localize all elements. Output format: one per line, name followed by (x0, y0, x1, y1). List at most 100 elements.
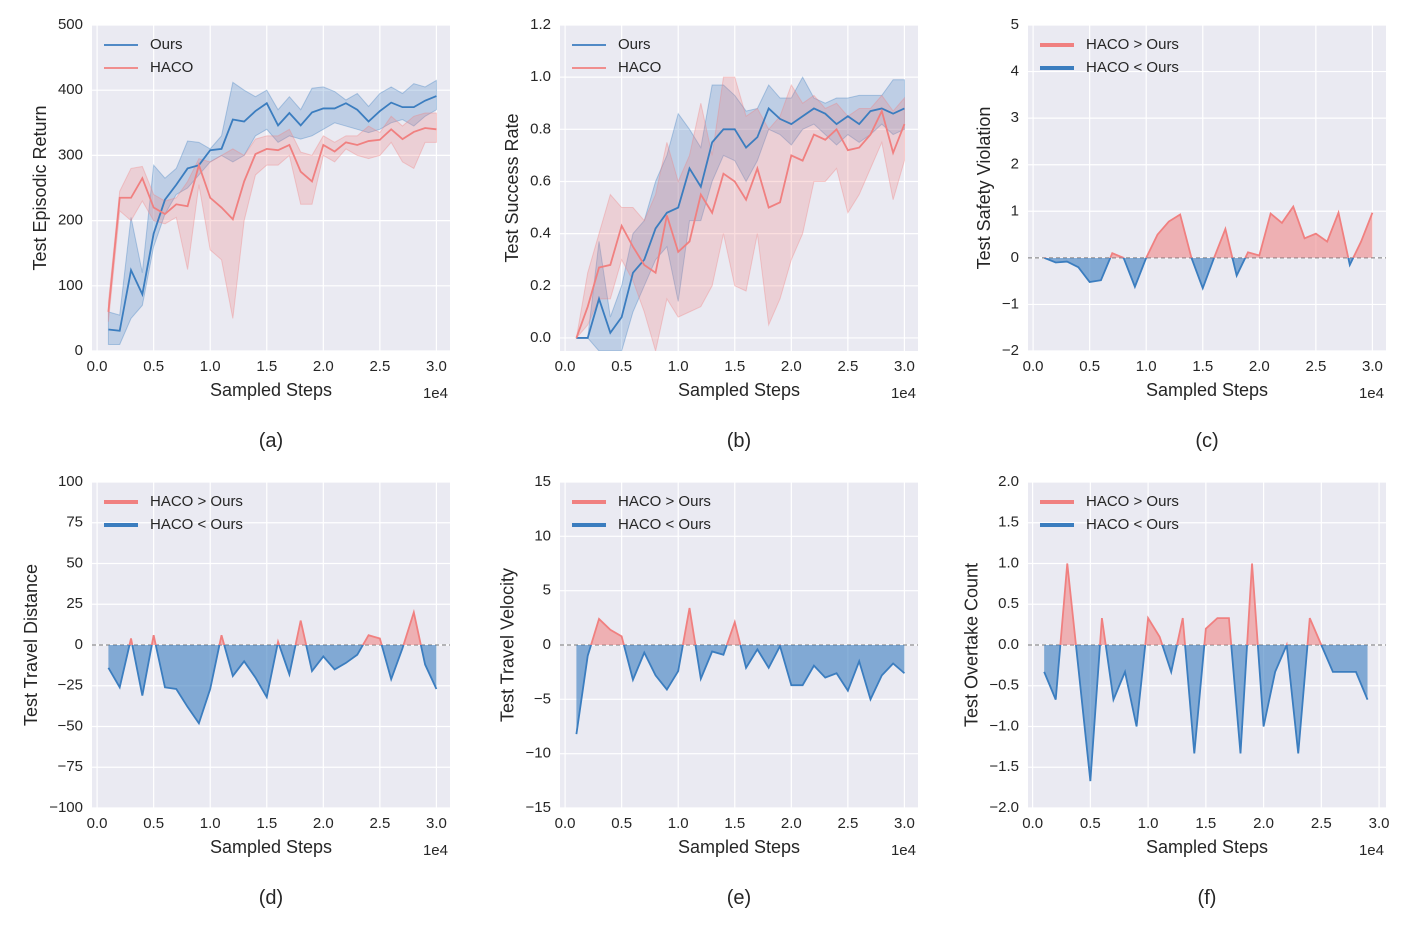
x-axis-label: Sampled Steps (678, 837, 800, 857)
legend-label: Ours (618, 36, 651, 53)
y-tick-label: −2 (1002, 342, 1019, 359)
x-tick-label: 1.5 (256, 815, 277, 832)
x-tick-label: 0.5 (143, 815, 164, 832)
y-tick-label: 500 (58, 16, 83, 33)
y-tick-label: 200 (58, 212, 83, 229)
x-axis-label: Sampled Steps (210, 837, 332, 857)
y-axis-label: Test Travel Distance (21, 564, 41, 726)
legend-label: HACO < Ours (1086, 59, 1179, 76)
subplot: 0 100 200 300 400 500 0.0 0.5 1.0 1.5 2.0 2.5 3.0 Sam… (30, 16, 450, 452)
x-tick-label: 1.5 (724, 358, 745, 375)
y-tick-label: 1 (1011, 202, 1019, 219)
x-tick-label: 0.0 (1022, 815, 1043, 832)
y-tick-label: 25 (66, 595, 83, 612)
diff-area (1044, 206, 1373, 258)
y-tick-label: −100 (49, 799, 83, 816)
caption: (c) (1195, 430, 1218, 452)
pos-region (576, 607, 905, 645)
x-tick-label: 2.0 (313, 815, 334, 832)
caption: (f) (1198, 887, 1217, 909)
legend-label: Ours (150, 36, 183, 53)
x-tick-label: 0.0 (1023, 358, 1044, 375)
pos-region (1044, 204, 1374, 258)
y-tick-label: 15 (534, 473, 551, 490)
neg-region (1043, 645, 1369, 782)
x-tick-label: 2.5 (837, 358, 858, 375)
x-tick-label: 0.5 (1080, 815, 1101, 832)
x-tick-label: 2.0 (1249, 358, 1270, 375)
x-tick-label: 3.0 (426, 815, 447, 832)
y-tick-label: −75 (58, 758, 83, 775)
y-tick-label: 0 (75, 342, 83, 359)
x-tick-label: 0.5 (611, 815, 632, 832)
x-tick-label: 0.5 (611, 358, 632, 375)
y-tick-label: 5 (1011, 16, 1019, 33)
y-tick-label: 0.5 (998, 595, 1019, 612)
subplot: 0.0 0.2 0.4 0.6 0.8 1.0 1.2 0.0 0.5 1.0 1.5 2.0 2.5 3… (502, 16, 918, 452)
x-tick-label: 2.5 (1311, 815, 1332, 832)
x-axis-label: Sampled Steps (210, 380, 332, 400)
y-tick-label: 100 (58, 473, 83, 490)
y-tick-label: 2 (1011, 156, 1019, 173)
x-tick-label: 1.0 (200, 815, 221, 832)
x-offset-label: 1e4 (891, 385, 916, 402)
subplot: −2.0 −1.5 −1.0 −0.5 0.0 0.5 1.0 1.5 2.0 0.0 0.5 1.0… (961, 473, 1389, 909)
x-tick-label: 0.0 (87, 358, 108, 375)
y-tick-label: 1.2 (530, 16, 551, 33)
x-tick-label: 2.5 (1305, 358, 1326, 375)
y-tick-label: 0.6 (530, 172, 551, 189)
caption: (d) (259, 887, 283, 909)
legend-label: HACO > Ours (618, 493, 711, 510)
x-tick-label: 0.5 (1079, 358, 1100, 375)
x-tick-label: 1.5 (1195, 815, 1216, 832)
plot-area (92, 25, 450, 351)
x-tick-label: 3.0 (1369, 815, 1390, 832)
y-tick-label: −50 (58, 717, 83, 734)
x-axis-label: Sampled Steps (1146, 380, 1268, 400)
x-tick-label: 2.5 (369, 358, 390, 375)
x-tick-label: 3.0 (894, 815, 915, 832)
x-axis-label: Sampled Steps (1146, 837, 1268, 857)
y-tick-label: 0.0 (998, 636, 1019, 653)
x-tick-label: 1.5 (724, 815, 745, 832)
x-tick-label: 1.0 (200, 358, 221, 375)
y-tick-label: 3 (1011, 109, 1019, 126)
x-tick-label: 0.0 (555, 358, 576, 375)
y-axis-label: Test Safety Violation (974, 107, 994, 270)
legend-label: HACO (150, 59, 193, 76)
x-tick-label: 0.0 (87, 815, 108, 832)
y-tick-label: −15 (526, 799, 551, 816)
x-tick-label: 1.0 (1138, 815, 1159, 832)
plot-content (107, 79, 437, 345)
y-tick-label: 100 (58, 277, 83, 294)
diff-area (108, 645, 437, 724)
x-tick-label: 2.0 (781, 358, 802, 375)
y-tick-label: −25 (58, 677, 83, 694)
y-tick-label: 4 (1011, 63, 1019, 80)
y-tick-label: −1.0 (989, 717, 1019, 734)
x-axis-label: Sampled Steps (678, 380, 800, 400)
y-tick-label: −10 (526, 745, 551, 762)
y-tick-label: 0.2 (530, 277, 551, 294)
x-tick-label: 1.0 (668, 358, 689, 375)
plot-area (1028, 25, 1386, 351)
y-tick-label: 0 (1011, 249, 1019, 266)
caption: (b) (727, 430, 751, 452)
x-tick-label: 2.0 (1253, 815, 1274, 832)
diff-line (1044, 204, 1374, 258)
y-tick-label: 10 (534, 527, 551, 544)
x-tick-label: 2.5 (369, 815, 390, 832)
y-tick-label: 0.4 (530, 225, 551, 242)
x-offset-label: 1e4 (1359, 385, 1384, 402)
plot-content (1028, 563, 1386, 782)
diff-area (576, 645, 905, 735)
y-axis-label: Test Overtake Count (961, 563, 981, 727)
y-tick-label: 75 (66, 514, 83, 531)
plot-content (1028, 204, 1386, 291)
line (575, 108, 906, 339)
x-tick-label: 0.0 (555, 815, 576, 832)
y-tick-label: 300 (58, 146, 83, 163)
pos-region (1044, 563, 1368, 645)
x-tick-label: 1.5 (256, 358, 277, 375)
